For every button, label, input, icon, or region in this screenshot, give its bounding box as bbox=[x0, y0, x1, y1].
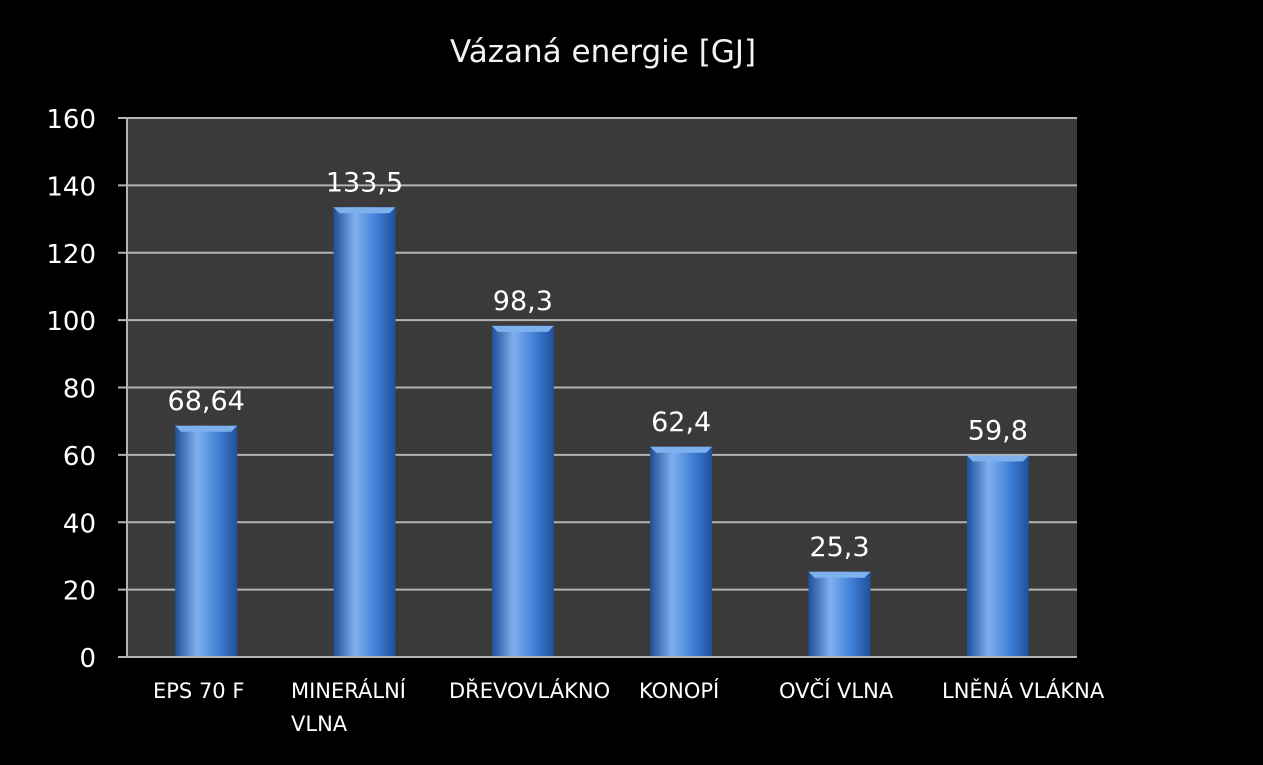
data-label: 133,5 bbox=[326, 167, 403, 198]
x-tick-label-line: OVČÍ VLNA bbox=[779, 678, 894, 703]
x-tick-label: KONOPÍ bbox=[639, 678, 719, 703]
bar bbox=[966, 455, 1029, 657]
y-tick-label: 40 bbox=[63, 509, 96, 539]
x-tick-label: MINERÁLNÍ VLNA bbox=[291, 678, 406, 736]
x-tick-label-line: EPS 70 F bbox=[153, 679, 244, 703]
y-tick-label: 20 bbox=[63, 577, 96, 607]
bar bbox=[808, 571, 871, 657]
x-tick-label-line: MINERÁLNÍ bbox=[291, 678, 406, 703]
y-tick-label: 120 bbox=[46, 240, 96, 270]
x-tick-label: OVČÍ VLNA bbox=[779, 678, 894, 703]
x-tick-label-line: KONOPÍ bbox=[639, 678, 719, 703]
x-tick-label-line: DŘEVOVLÁKNO bbox=[449, 678, 610, 703]
gridlines bbox=[127, 117, 1077, 658]
bar-cap bbox=[966, 455, 1029, 462]
x-axis: EPS 70 F MINERÁLNÍ VLNA DŘEVOVLÁKNO KONOPÍ OV… bbox=[118, 656, 1105, 736]
y-axis: 0 20 40 60 80 100 120 140 160 bbox=[46, 105, 128, 674]
data-label: 98,3 bbox=[493, 286, 553, 317]
x-tick-label: LNĚNÁ VLÁKNA bbox=[942, 678, 1105, 703]
bar bbox=[491, 325, 554, 657]
bar bbox=[175, 425, 238, 657]
data-label: 25,3 bbox=[809, 532, 869, 563]
y-tick-label: 100 bbox=[46, 307, 96, 337]
bar-cap bbox=[491, 325, 554, 332]
data-labels: 68,64 133,5 98,3 62,4 25,3 59,8 bbox=[168, 167, 1028, 562]
y-tick-label: 60 bbox=[63, 442, 96, 472]
x-tick-label: EPS 70 F bbox=[153, 679, 244, 703]
bar bbox=[333, 207, 396, 657]
y-tick-label: 160 bbox=[46, 105, 96, 135]
x-tick-label-line: VLNA bbox=[291, 712, 348, 736]
y-tick-label: 80 bbox=[63, 375, 96, 405]
chart-title: Vázaná energie [GJ] bbox=[450, 34, 756, 70]
y-tick-label: 140 bbox=[46, 172, 96, 202]
bar-cap bbox=[333, 207, 396, 214]
y-tick-label: 0 bbox=[79, 644, 96, 674]
data-label: 68,64 bbox=[168, 386, 245, 417]
data-label: 59,8 bbox=[968, 416, 1028, 447]
bar bbox=[650, 446, 713, 657]
bar-cap bbox=[175, 425, 238, 432]
data-label: 62,4 bbox=[651, 407, 711, 438]
x-tick-label: DŘEVOVLÁKNO bbox=[449, 678, 610, 703]
bar-cap bbox=[808, 571, 871, 578]
bars bbox=[175, 207, 1029, 657]
x-tick-label-line: LNĚNÁ VLÁKNA bbox=[942, 678, 1105, 703]
bar-cap bbox=[650, 446, 713, 453]
